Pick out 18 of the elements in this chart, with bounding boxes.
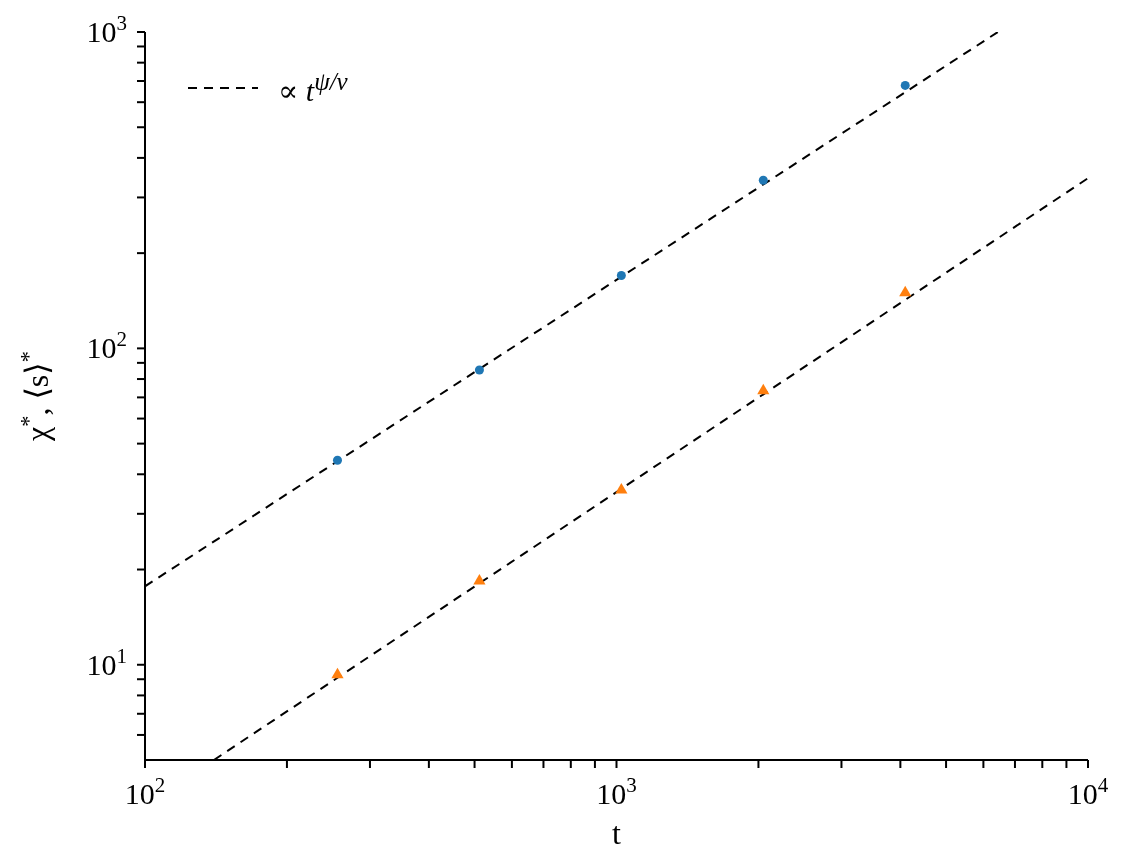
y-tick-label: 10$^{3}$ [86, 11, 127, 48]
point [615, 482, 628, 494]
point [899, 285, 912, 297]
point [331, 667, 344, 679]
point [332, 455, 342, 465]
x-tick-label: 10$^{3}$ [596, 773, 637, 810]
point [900, 80, 910, 90]
x-tick-label: 10$^{2}$ [124, 773, 166, 810]
point [616, 270, 626, 280]
legend-label: ∝ t$^{ψ/ν}$ [278, 68, 348, 107]
point [758, 175, 768, 185]
point [473, 573, 486, 585]
point [757, 383, 770, 395]
point [474, 365, 484, 375]
x-axis-title: t [612, 815, 622, 851]
y-tick-label: 10$^{2}$ [86, 327, 127, 365]
y-tick-label: 10$^{1}$ [86, 643, 127, 681]
x-tick-label: 10$^{4}$ [1067, 773, 1109, 810]
